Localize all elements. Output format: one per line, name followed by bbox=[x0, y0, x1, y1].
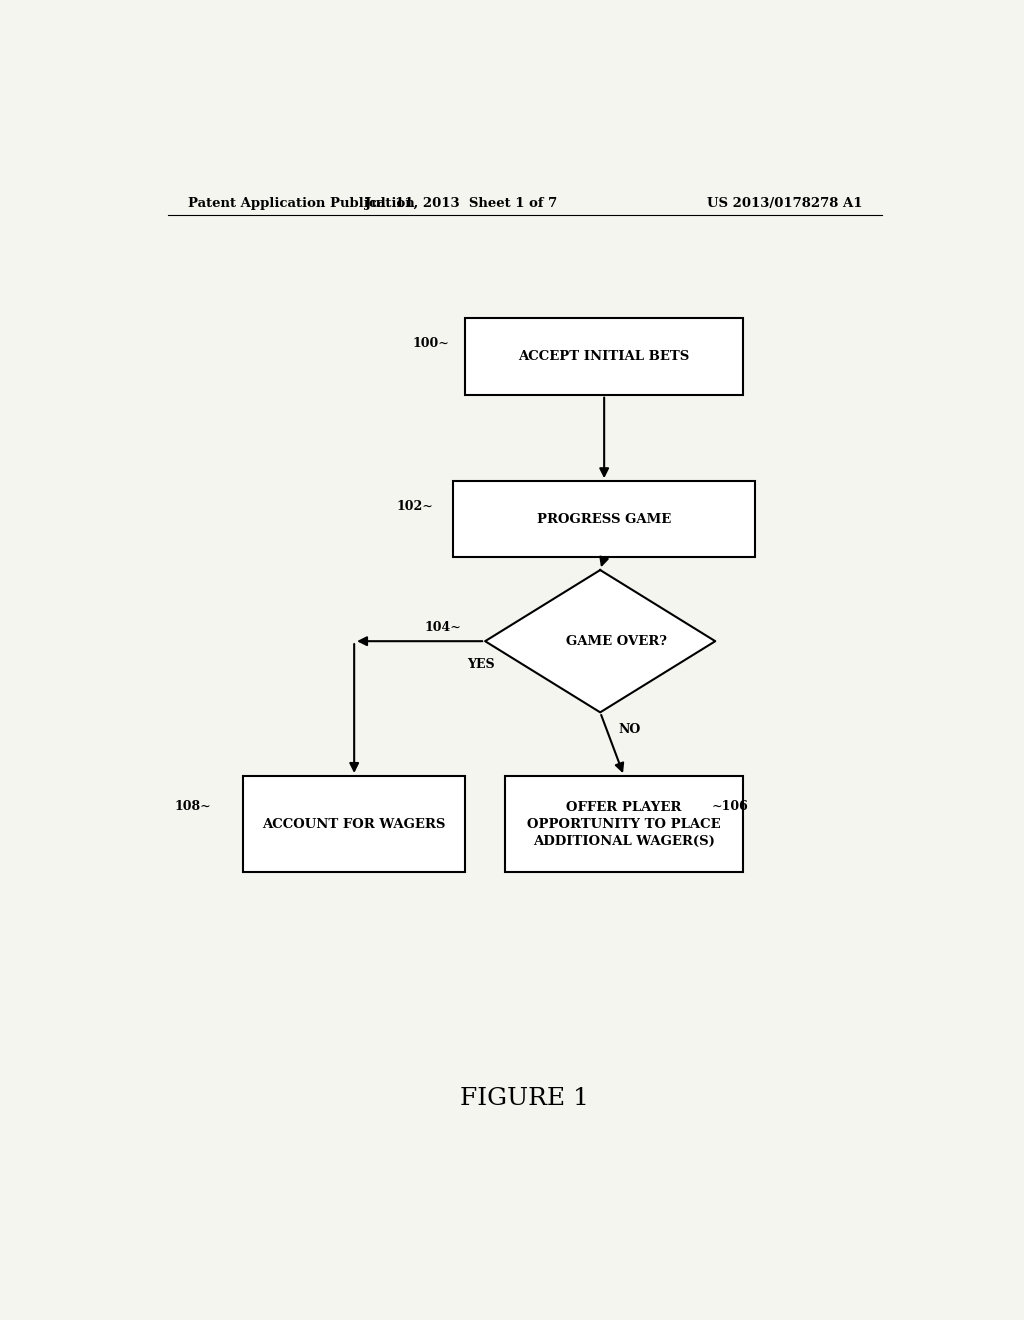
Text: 104~: 104~ bbox=[424, 622, 461, 635]
Text: ACCOUNT FOR WAGERS: ACCOUNT FOR WAGERS bbox=[262, 817, 445, 830]
Text: NO: NO bbox=[618, 722, 641, 735]
Bar bbox=[465, 318, 743, 395]
Bar bbox=[243, 776, 465, 873]
Text: GAME OVER?: GAME OVER? bbox=[565, 635, 667, 648]
Text: 102~: 102~ bbox=[396, 499, 433, 512]
Text: FIGURE 1: FIGURE 1 bbox=[461, 1088, 589, 1110]
Text: Jul. 11, 2013  Sheet 1 of 7: Jul. 11, 2013 Sheet 1 of 7 bbox=[366, 197, 557, 210]
Bar bbox=[505, 776, 743, 873]
Text: Patent Application Publication: Patent Application Publication bbox=[187, 197, 415, 210]
Text: ACCEPT INITIAL BETS: ACCEPT INITIAL BETS bbox=[518, 350, 690, 363]
Text: ~106: ~106 bbox=[712, 800, 749, 813]
Text: YES: YES bbox=[467, 659, 495, 672]
Bar bbox=[454, 480, 755, 557]
Text: 100~: 100~ bbox=[413, 337, 450, 350]
Text: PROGRESS GAME: PROGRESS GAME bbox=[537, 512, 672, 525]
Text: US 2013/0178278 A1: US 2013/0178278 A1 bbox=[707, 197, 862, 210]
Polygon shape bbox=[485, 570, 715, 713]
Text: 108~: 108~ bbox=[174, 800, 211, 813]
Text: OFFER PLAYER
OPPORTUNITY TO PLACE
ADDITIONAL WAGER(S): OFFER PLAYER OPPORTUNITY TO PLACE ADDITI… bbox=[527, 801, 721, 847]
